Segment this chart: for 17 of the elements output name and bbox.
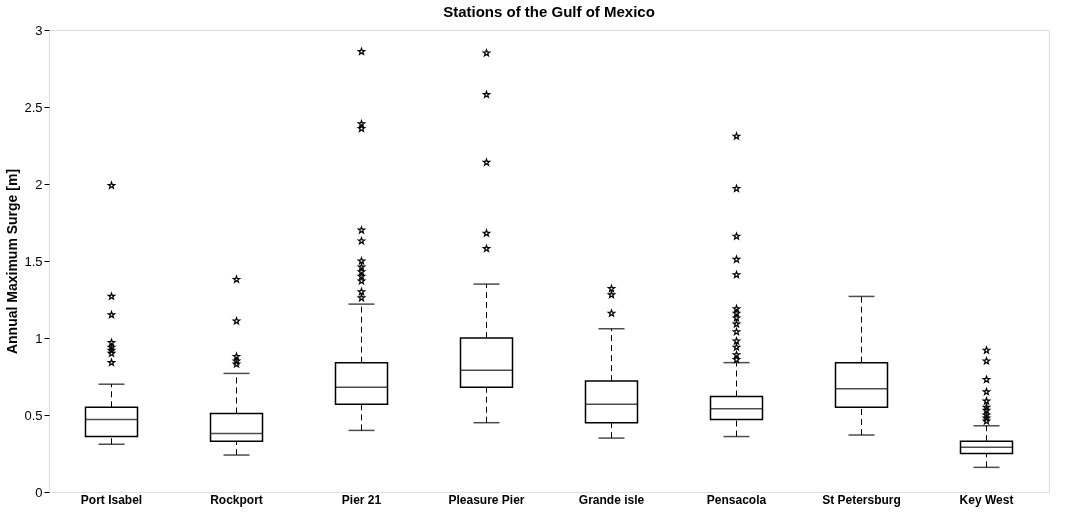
x-tick-label: Pleasure Pier	[448, 492, 525, 507]
x-tick-label: Pensacola	[706, 492, 767, 507]
y-axis-title: Annual Maximum Surge [m]	[4, 168, 21, 355]
x-tick-label: St Petersburg	[822, 492, 901, 507]
y-tick-label: 1	[35, 330, 43, 346]
x-tick-label: Key West	[959, 492, 1014, 507]
x-tick-label: Port Isabel	[80, 492, 143, 507]
y-tick-label: 3	[35, 22, 43, 38]
x-tick-label: Rockport	[210, 492, 263, 507]
y-tick-label: 2.5	[24, 99, 43, 115]
x-tick-label: Pier 21	[341, 492, 382, 507]
y-tick-label: 0	[35, 484, 43, 500]
y-tick-label: 1.5	[24, 253, 43, 269]
x-tick-label: Grande isle	[578, 492, 645, 507]
y-tick-label: 0.5	[24, 407, 43, 423]
chart-title: Stations of the Gulf of Mexico	[443, 3, 655, 20]
y-tick-label: 2	[35, 176, 43, 192]
